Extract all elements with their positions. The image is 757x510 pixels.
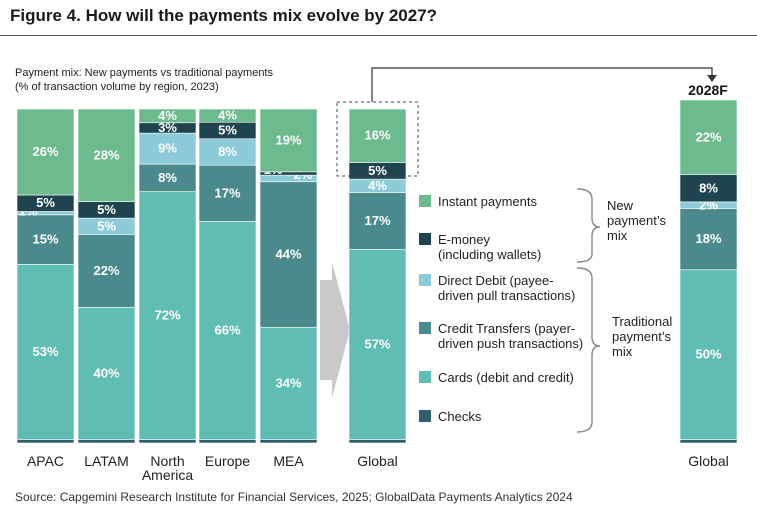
data-label-credit_transfer: 17% <box>214 185 240 200</box>
bar-segment-checks <box>16 439 75 444</box>
transition-arrow <box>320 262 350 398</box>
data-label-instant: 26% <box>32 144 58 159</box>
title-divider <box>0 35 757 36</box>
data-label-instant: 28% <box>93 147 119 162</box>
bar-segment-cards <box>16 264 75 440</box>
category-label: LATAM <box>84 453 129 469</box>
source-note: Source: Capgemini Research Institute for… <box>15 490 573 504</box>
data-label-credit_transfer: 22% <box>93 263 119 278</box>
bar-segment-instant <box>138 108 197 124</box>
category-label: MEA <box>273 453 304 469</box>
bar-segment-cards <box>259 326 318 441</box>
bar-segment-instant <box>679 99 738 176</box>
data-label-emoney: 3% <box>158 120 177 135</box>
data-label-direct_debit: 5% <box>97 218 116 233</box>
legend-swatch-cards <box>419 371 431 383</box>
data-label-cards: 34% <box>275 375 301 390</box>
subtitle-line-1: Payment mix: New payments vs traditional… <box>15 67 273 79</box>
data-label-emoney: 5% <box>97 202 116 217</box>
chart-subtitle: Payment mix: New payments vs traditional… <box>15 66 335 94</box>
data-label-credit_transfer: 44% <box>275 247 301 262</box>
group-label-new: New payment’s mix <box>607 198 667 243</box>
legend-swatch-instant <box>419 195 431 207</box>
legend-label-emoney: E-money (including wallets) <box>438 232 541 262</box>
legend-label-cards: Cards (debit and credit) <box>438 370 574 385</box>
legend-swatch-emoney <box>419 233 431 245</box>
highlight-box <box>336 101 419 177</box>
bar-segment-cards <box>77 307 136 441</box>
bar-segment-direct_debit <box>138 132 197 165</box>
data-label-instant: 19% <box>275 132 301 147</box>
bar-segment-credit_transfer <box>259 181 318 328</box>
bar-segment-cards <box>198 221 257 440</box>
bar-segment-checks <box>77 439 136 444</box>
data-label-cards: 40% <box>93 366 119 381</box>
data-label-cards: 57% <box>364 336 390 351</box>
bar-segment-checks <box>348 439 407 444</box>
data-label-direct_debit: 8% <box>218 144 237 159</box>
data-label-cards: 50% <box>695 347 721 362</box>
bar-segment-instant <box>198 108 257 123</box>
data-label-instant: 16% <box>364 128 390 143</box>
bar-segment-checks <box>679 439 738 444</box>
bar-segment-checks <box>138 439 197 444</box>
data-label-instant: 22% <box>695 129 721 144</box>
traditional-mix-brace <box>576 267 601 433</box>
data-label-credit_transfer: 8% <box>158 170 177 185</box>
connector-line <box>371 67 713 102</box>
data-label-emoney: 5% <box>36 195 55 210</box>
legend-swatch-direct_debit <box>419 274 431 286</box>
data-label-direct_debit: 9% <box>158 141 177 156</box>
data-label-emoney: 5% <box>218 122 237 137</box>
data-label-instant: 4% <box>158 108 177 123</box>
data-label-credit_transfer: 15% <box>32 232 58 247</box>
bar-segment-instant <box>348 108 407 163</box>
bar-segment-cards <box>138 191 197 440</box>
page-title: Figure 4. How will the payments mix evol… <box>10 6 438 25</box>
category-label: Global <box>688 453 728 469</box>
data-label-cards: 66% <box>214 323 240 338</box>
subtitle-line-2: (% of transaction volume by region, 2023… <box>15 81 219 93</box>
data-label-credit_transfer: 18% <box>695 231 721 246</box>
bar-segment-credit_transfer <box>138 163 197 192</box>
bar-segment-checks <box>259 439 318 444</box>
bar-segment-instant <box>259 108 318 173</box>
bar-segment-credit_transfer <box>198 164 257 222</box>
category-label: APAC <box>27 453 64 469</box>
bar-segment-instant <box>77 108 136 202</box>
bar-segment-credit_transfer <box>77 234 136 308</box>
bar-segment-credit_transfer <box>16 214 75 265</box>
legend-swatch-credit_transfer <box>419 322 431 334</box>
category-label: Europe <box>205 453 250 469</box>
data-label-emoney: 5% <box>368 163 387 178</box>
forecast-label: 2028F <box>688 82 728 98</box>
legend-label-instant: Instant payments <box>438 194 537 209</box>
bar-segment-instant <box>16 108 75 196</box>
group-label-traditional: Traditional payment’s mix <box>612 314 672 359</box>
bar-segment-checks <box>198 439 257 444</box>
new-mix-brace <box>576 188 601 263</box>
category-label: Global <box>357 453 397 469</box>
bar-segment-emoney <box>679 174 738 203</box>
data-label-cards: 53% <box>32 344 58 359</box>
bar-segment-cards <box>348 248 407 440</box>
legend-label-credit_transfer: Credit Transfers (payer-driven push tran… <box>438 321 583 351</box>
legend-swatch-checks <box>419 410 431 422</box>
bar-segment-credit_transfer <box>348 192 407 250</box>
connector-arrowhead <box>707 75 717 82</box>
data-label-credit_transfer: 17% <box>364 213 390 228</box>
data-label-instant: 4% <box>218 108 237 123</box>
bar-segment-direct_debit <box>198 138 257 166</box>
data-label-direct_debit: 4% <box>368 178 387 193</box>
data-label-cards: 72% <box>154 308 180 323</box>
legend-label-direct_debit: Direct Debit (payee-driven pull transact… <box>438 273 575 303</box>
data-label-emoney: 8% <box>699 180 718 195</box>
category-label: North America <box>142 453 194 483</box>
legend-label-checks: Checks <box>438 409 482 424</box>
